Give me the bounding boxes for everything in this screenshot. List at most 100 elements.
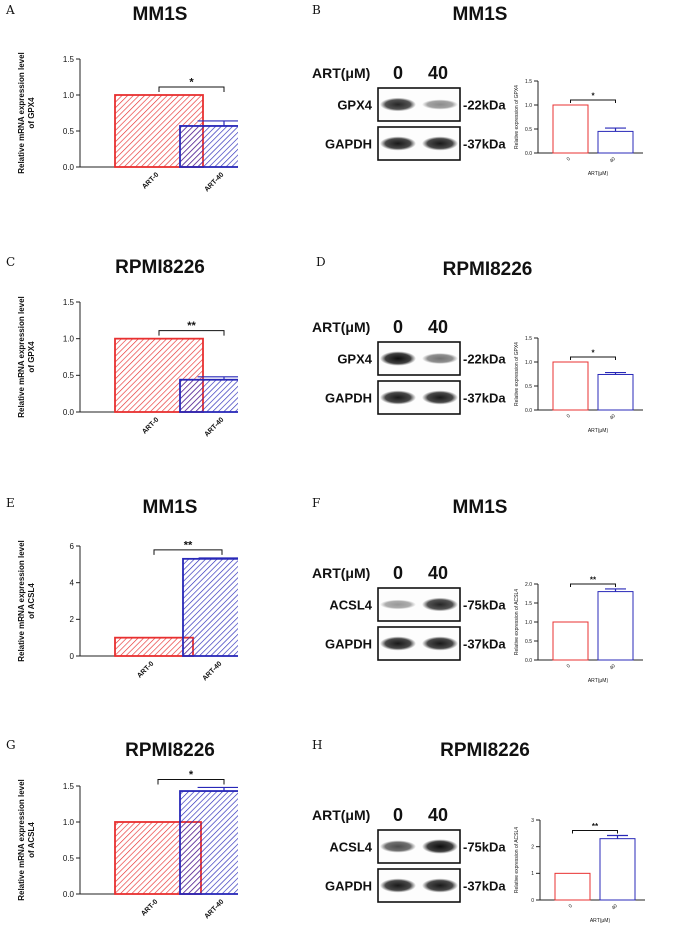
y-axis-label-line2: of ACSL4 [27, 583, 36, 619]
bar-chart-f: 0.0 0.5 1.0 1.5 2.0 0 40 ** Relative expression … [514, 575, 643, 684]
y-axis-label-line1: Relative mRNA expression level [17, 296, 26, 418]
x-tick-label: 0 [566, 663, 572, 669]
y-tick-label: 1.0 [63, 818, 75, 827]
blot-band [380, 599, 416, 610]
bar-chart-d: 0.0 0.5 1.0 1.5 0 40 * Relative expression of G… [514, 336, 643, 434]
bar-ART-40 [179, 378, 238, 413]
y-axis-label-text: Relative expression of ACSL4 [514, 589, 520, 655]
blot-size-label: -37kDa [463, 391, 506, 406]
x-tick-label: 40 [609, 156, 617, 164]
y-tick-label: 1.0 [525, 620, 532, 626]
significance-label: ** [184, 539, 193, 551]
x-tick-label: 40 [609, 663, 617, 671]
y-axis-label-text: Relative expression of GPX4 [514, 85, 520, 149]
x-tick-label: ART-0 [141, 171, 160, 190]
y-axis-label: Relative mRNA expression level of ACSL4 [17, 779, 36, 901]
x-tick-label: ART-40 [203, 171, 225, 193]
x-tick-label: ART-0 [140, 898, 159, 917]
blot-band [380, 390, 416, 405]
panel-title-b: MM1S [452, 4, 508, 25]
panel-title-c: RPMI8226 [115, 257, 205, 278]
blot-lane-label: 40 [428, 563, 448, 583]
panel-label-e: E [6, 496, 15, 510]
y-axis-label: Relative expression of GPX4 [514, 85, 520, 149]
significance-bracket [158, 330, 225, 336]
panel-title-h: RPMI8226 [440, 740, 530, 761]
y-tick-label: 4 [70, 578, 75, 587]
significance-label: * [189, 77, 194, 89]
bar-chart-h: 0 1 2 3 0 40 ** Relative expression of ACSL4 ART… [514, 818, 645, 924]
y-axis-label-text: Relative expression of ACSL4 [514, 827, 520, 893]
y-axis-label-text: Relative expression of GPX4 [514, 342, 520, 406]
blot-lane-label: 40 [428, 805, 448, 825]
bar-0 [552, 621, 589, 661]
blot-band [422, 878, 458, 893]
panel-label-h: H [312, 738, 323, 752]
x-tick-label: 0 [566, 413, 572, 419]
blot-band [380, 136, 416, 151]
bar-40 [597, 130, 634, 154]
blot-band [380, 636, 416, 651]
significance-label: ** [592, 822, 599, 831]
y-tick-label: 0.0 [525, 408, 532, 414]
blot-band [380, 878, 416, 893]
y-axis-label: Relative mRNA expression level of ACSL4 [17, 540, 36, 662]
y-tick-label: 1 [531, 871, 534, 877]
bar-40 [599, 838, 636, 901]
y-tick-label: 0.0 [525, 151, 532, 157]
western-blot-h: ART(μM) 0 40 ACSL4 -75kDa GAPDH -37kDa [312, 805, 506, 903]
y-axis-label: Relative mRNA expression level of GPX4 [17, 52, 36, 174]
significance-bracket [570, 99, 616, 103]
significance-bracket [572, 829, 618, 834]
y-tick-label: 0 [531, 898, 534, 904]
x-tick-label: 40 [609, 413, 617, 421]
blot-protein-label: GAPDH [325, 637, 372, 652]
panel-label-b: B [312, 3, 321, 17]
y-axis-label-line2: of GPX4 [27, 97, 36, 129]
blot-protein-label: ACSL4 [329, 840, 372, 855]
significance-bracket [158, 86, 225, 92]
blot-band [422, 636, 458, 651]
y-tick-label: 0.5 [63, 371, 75, 380]
y-tick-label: 1.0 [525, 360, 532, 366]
x-axis-label: ART(μM) [590, 918, 611, 924]
y-tick-label: 0.0 [63, 163, 75, 172]
blot-band [422, 353, 458, 364]
y-axis-label-line2: of GPX4 [27, 341, 36, 373]
blot-treatment-label: ART(μM) [312, 319, 370, 335]
blot-band [380, 351, 416, 366]
western-blot-d: ART(μM) 0 40 GPX4 -22kDa GAPDH -37kDa [312, 317, 506, 415]
y-tick-label: 2 [70, 615, 75, 624]
y-tick-label: 1.0 [63, 334, 75, 343]
panel-title-e: MM1S [142, 497, 198, 518]
blot-lane-label: 40 [428, 317, 448, 337]
panel-title-d: RPMI8226 [442, 259, 533, 280]
blot-size-label: -22kDa [463, 98, 506, 113]
blot-lane-label: 0 [393, 317, 403, 337]
bar-ART-40 [179, 125, 238, 168]
blot-protein-label: GPX4 [337, 352, 372, 367]
significance-bracket [157, 778, 225, 785]
western-blot-f: ART(μM) 0 40 ACSL4 -75kDa GAPDH -37kDa [312, 563, 506, 661]
y-tick-label: 3 [531, 818, 534, 824]
blot-size-label: -37kDa [463, 879, 506, 894]
y-tick-label: 1.5 [525, 79, 532, 85]
bar-0 [552, 104, 589, 154]
blot-protein-label: GAPDH [325, 391, 372, 406]
x-tick-label: ART-40 [203, 898, 225, 920]
blot-protein-label: GAPDH [325, 879, 372, 894]
panel-label-c: C [6, 255, 16, 269]
bar-chart-g: 0.0 0.5 1.0 1.5 ART-0 ART-40 * Relative mRNA ex… [17, 769, 238, 920]
blot-protein-label: ACSL4 [329, 598, 372, 613]
blot-size-label: -37kDa [463, 137, 506, 152]
y-tick-label: 0 [70, 652, 75, 661]
bar-40 [597, 591, 634, 661]
y-tick-label: 0.0 [63, 890, 75, 899]
y-tick-label: 0.5 [525, 127, 532, 133]
y-tick-label: 0.5 [525, 384, 532, 390]
blot-size-label: -37kDa [463, 637, 506, 652]
y-axis-label: Relative expression of ACSL4 [514, 589, 520, 655]
western-blot-b: ART(μM) 0 40 GPX4 -22kDa GAPDH -37kDa [312, 63, 506, 161]
y-tick-label: 6 [70, 542, 75, 551]
blot-lane-label: 0 [393, 63, 403, 83]
